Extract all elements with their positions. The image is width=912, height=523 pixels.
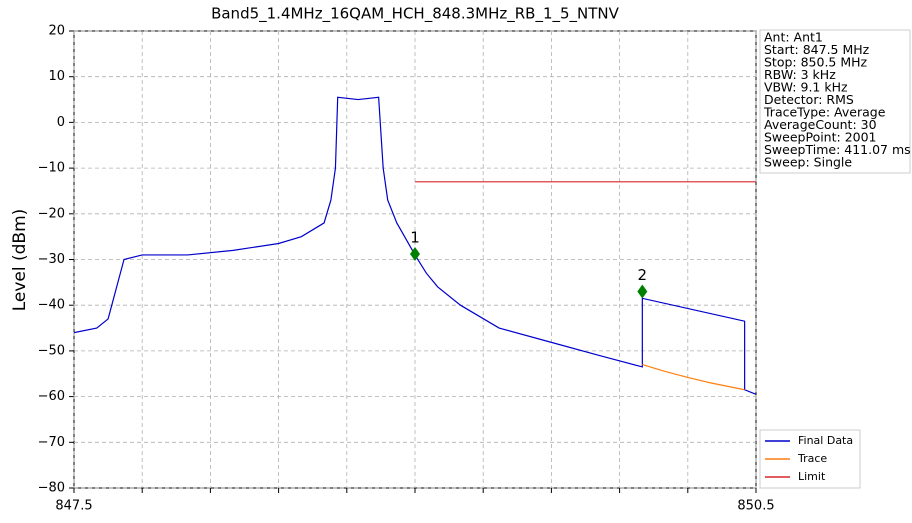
y-tick-label: −50 bbox=[38, 343, 65, 358]
y-tick-label: −30 bbox=[38, 252, 65, 267]
marker bbox=[637, 284, 648, 299]
info-text: Detector: RMS bbox=[764, 92, 854, 107]
info-text: Stop: 850.5 MHz bbox=[764, 55, 868, 70]
y-axis-label: Level (dBm) bbox=[10, 209, 30, 312]
info-text: TraceType: Average bbox=[763, 105, 886, 120]
info-text: AverageCount: 30 bbox=[764, 117, 877, 132]
marker-label: 1 bbox=[410, 229, 420, 247]
y-tick-label: 0 bbox=[57, 115, 65, 130]
info-text: Start: 847.5 MHz bbox=[764, 42, 870, 57]
info-text: Sweep: Single bbox=[764, 155, 852, 170]
series-line bbox=[642, 364, 745, 391]
y-tick-label: −20 bbox=[38, 206, 65, 221]
y-tick-label: −10 bbox=[38, 161, 65, 176]
info-text: SweepPoint: 2001 bbox=[764, 130, 877, 145]
legend-label: Limit bbox=[798, 470, 826, 483]
legend-label: Final Data bbox=[798, 434, 853, 447]
info-box bbox=[759, 29, 911, 174]
y-tick-label: 20 bbox=[48, 24, 65, 39]
info-text: VBW: 9.1 kHz bbox=[764, 80, 848, 95]
marker bbox=[410, 247, 420, 262]
info-text: SweepTime: 411.07 ms bbox=[764, 142, 911, 157]
info-text: Ant: Ant1 bbox=[764, 30, 823, 45]
chart-title: Band5_1.4MHz_16QAM_HCH_848.3MHz_RB_1_5_N… bbox=[211, 5, 620, 24]
y-tick-label: −80 bbox=[38, 481, 65, 496]
y-tick-label: −70 bbox=[38, 435, 65, 450]
info-text: RBW: 3 kHz bbox=[764, 67, 836, 82]
series-line bbox=[73, 96, 757, 395]
x-tick-label: 847.5 bbox=[55, 499, 92, 514]
y-tick-label: −60 bbox=[38, 389, 65, 404]
y-tick-label: 10 bbox=[48, 69, 65, 84]
x-tick-label: 850.5 bbox=[737, 499, 774, 514]
y-tick-label: −40 bbox=[38, 298, 65, 313]
marker-label: 2 bbox=[638, 266, 648, 284]
legend-label: Trace bbox=[797, 452, 827, 465]
